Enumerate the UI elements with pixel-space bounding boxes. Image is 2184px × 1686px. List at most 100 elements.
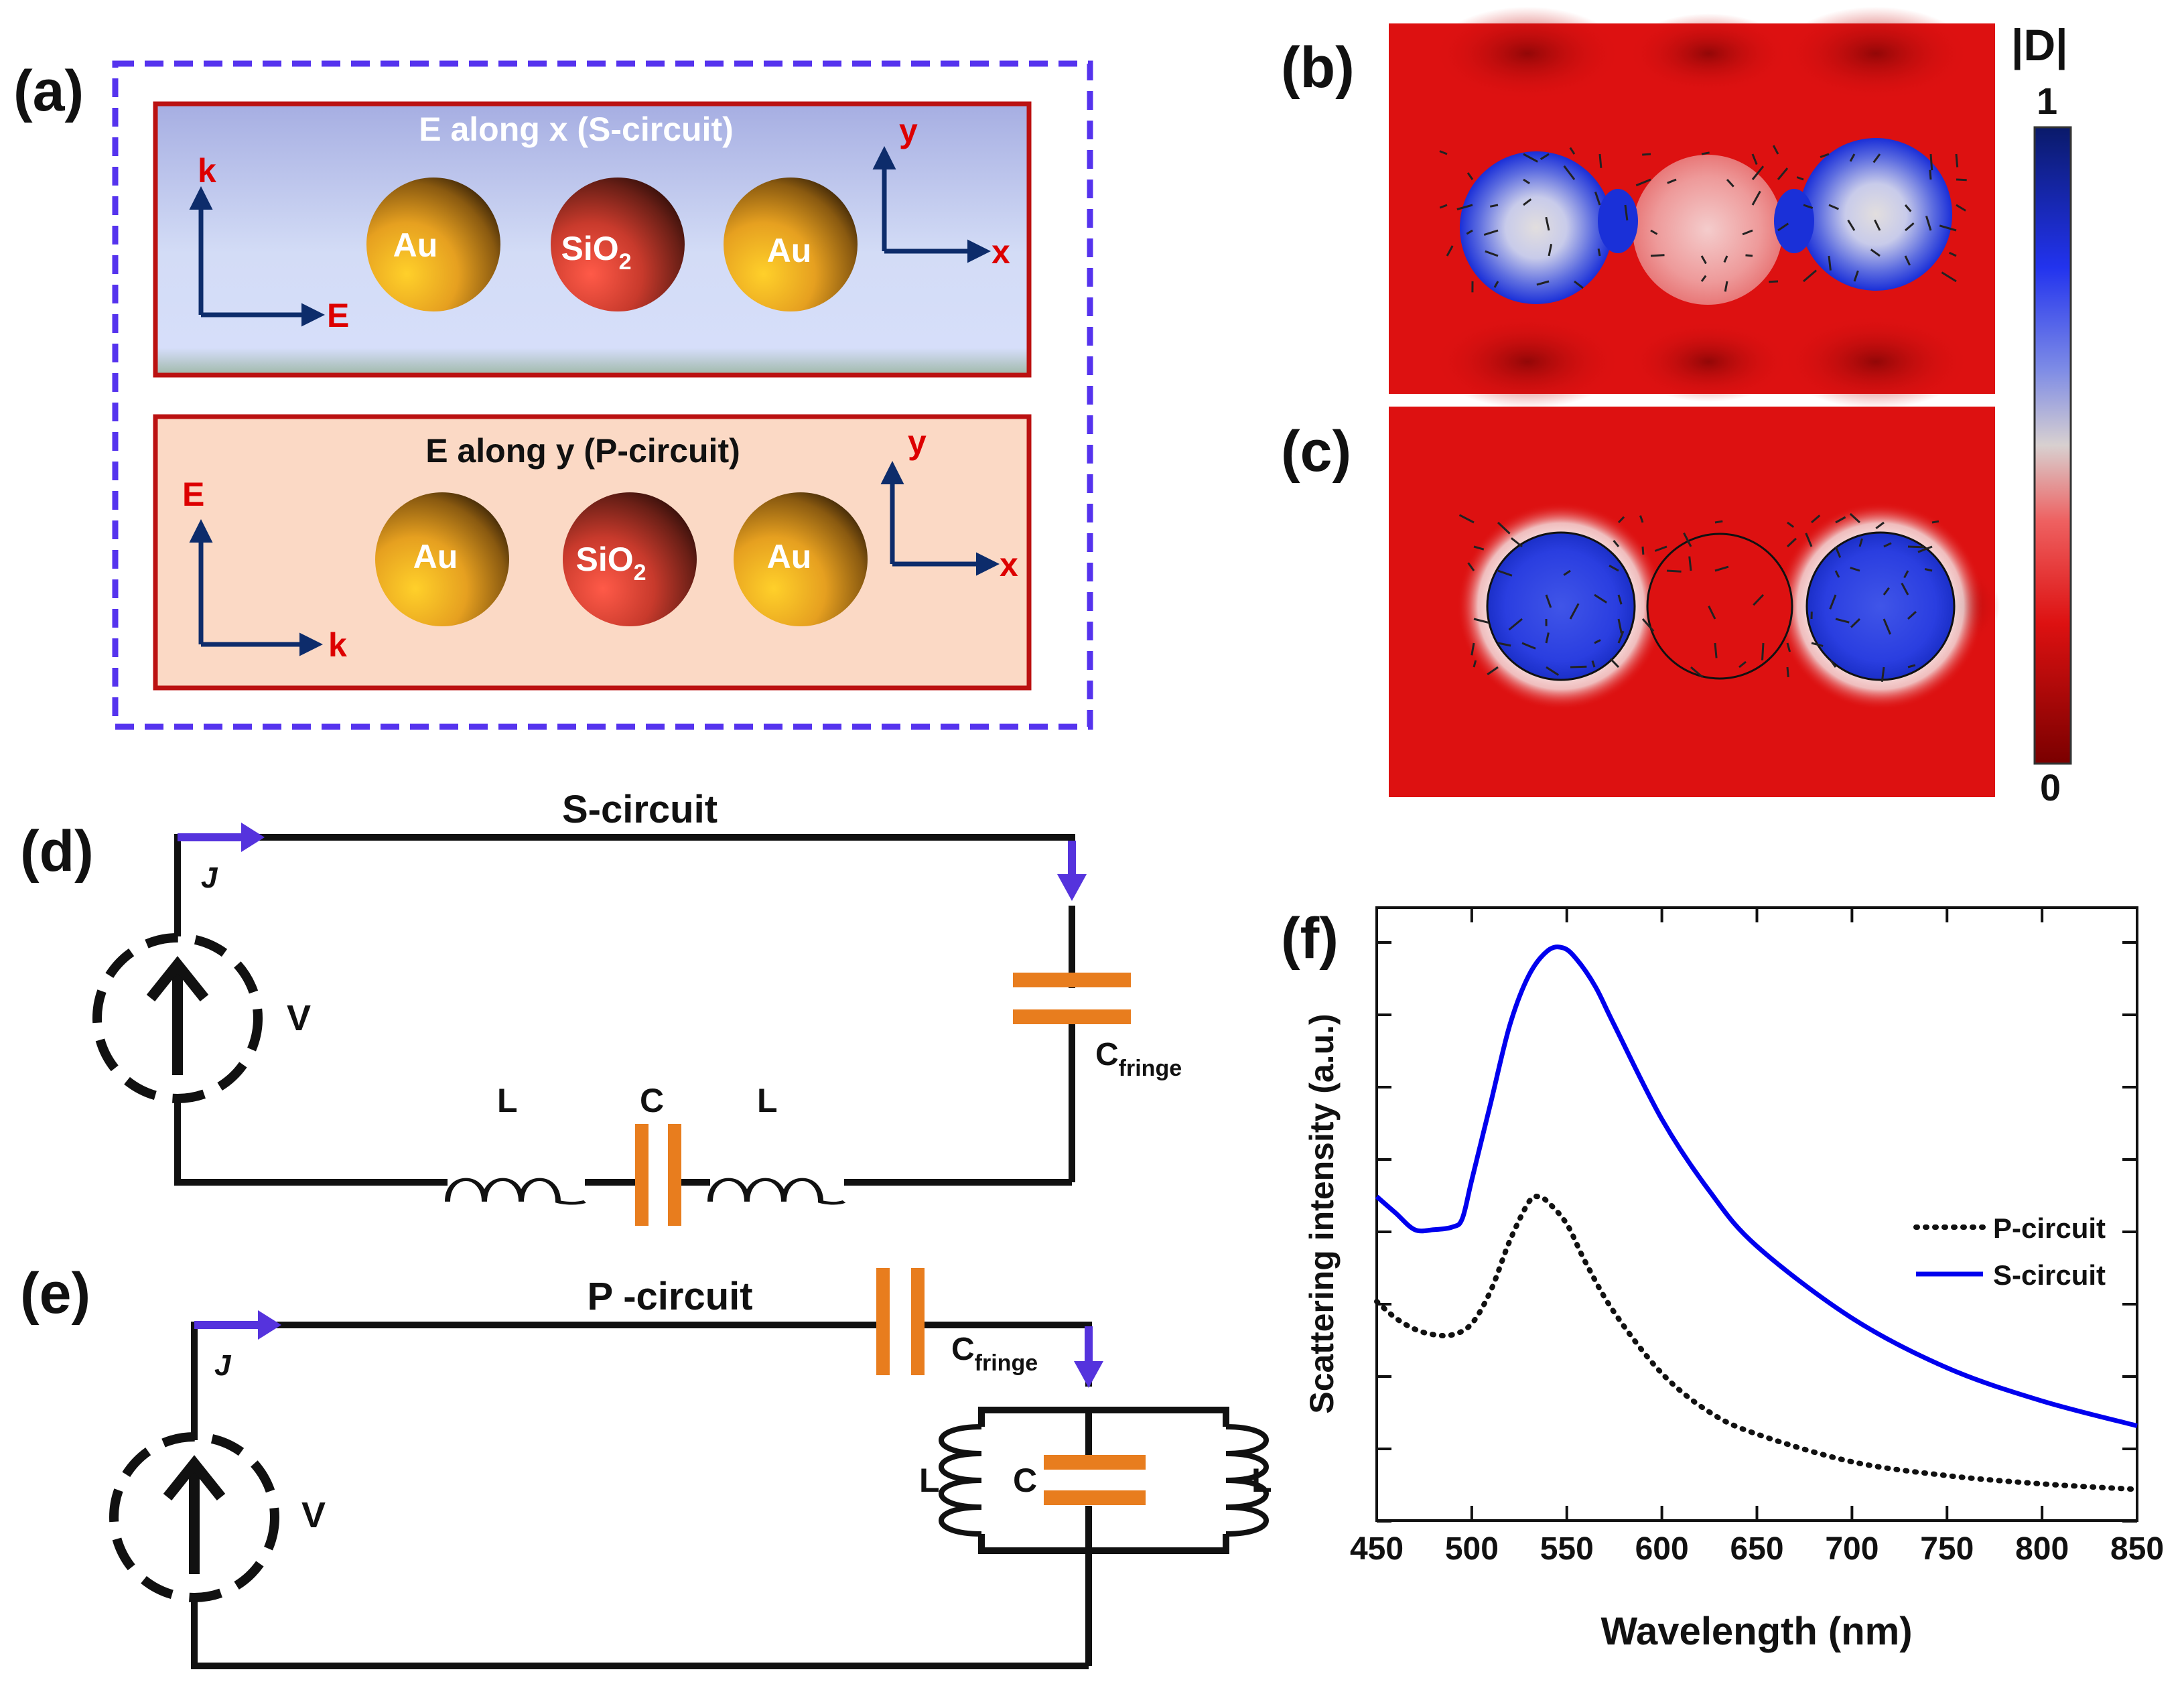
field-vector: [1642, 153, 1651, 156]
field-vector: [1617, 516, 1625, 524]
field-vector: [1471, 642, 1475, 656]
field-vector: [1811, 514, 1821, 524]
s-axis-right-label: E: [327, 297, 349, 334]
au-right-label: Au: [767, 232, 812, 269]
dark-lobe: [1628, 322, 1789, 402]
panel-label-e: (e): [20, 1261, 90, 1326]
panel-e: (e) P -circuit J Cfringe V L: [20, 1261, 1272, 1669]
field-vector: [1497, 521, 1511, 535]
field-vector: [1466, 229, 1473, 235]
field-vector: [1872, 153, 1881, 163]
s-right-up-label: y: [899, 112, 918, 149]
x-tick-label: 550: [1540, 1531, 1594, 1567]
au-sphere-left-p: [375, 492, 509, 626]
field-vector: [1617, 618, 1623, 634]
field-vector: [1635, 178, 1651, 187]
fringe-cap-plate-bottom: [1013, 1009, 1131, 1024]
field-vector: [1617, 630, 1625, 644]
panel-label-c: (c): [1281, 419, 1351, 484]
field-vector: [1714, 565, 1729, 572]
inductor-left-d: [445, 1178, 586, 1205]
p-box-title: E along y (P-circuit): [425, 432, 740, 470]
field-vector: [1834, 570, 1840, 578]
field-vector: [1521, 642, 1536, 650]
top-wire-left: [191, 1322, 883, 1440]
field-vector: [1738, 660, 1747, 669]
field-vector: [1639, 515, 1644, 523]
field-vector: [1591, 660, 1596, 668]
y-ticks: [1377, 941, 2137, 1523]
bottom-wire: [191, 1594, 1089, 1669]
field-vector: [1796, 176, 1804, 181]
panel-b: (b): [1281, 7, 1995, 409]
sio2-text: SiO: [561, 230, 618, 267]
source-arrow-head-e: [163, 1455, 226, 1500]
source-label-d: V: [287, 998, 311, 1038]
p-axis-up-label: E: [182, 476, 204, 513]
field-vector: [1850, 567, 1860, 572]
field-vector: [1688, 556, 1692, 571]
capacitor-label-e: C: [1013, 1462, 1037, 1499]
field-vector: [1726, 178, 1734, 188]
current-arrow-head-e: [258, 1310, 281, 1340]
field-vector: [1708, 606, 1716, 620]
field-vector: [1751, 153, 1758, 165]
voltage-source-e: [109, 1432, 279, 1602]
panel-a: (a) E along x (S-circuit) k E Au SiO2 Au…: [13, 59, 1093, 730]
field-vector: [1597, 249, 1601, 257]
legend-label-s: S-circuit: [1993, 1259, 2106, 1291]
x-tick-labels: 450 500 550 600 650 700 750 800 850: [1350, 1531, 2164, 1567]
series-s-circuit-line: [1375, 944, 2138, 1428]
field-vector: [1786, 537, 1797, 548]
field-vector: [1473, 618, 1489, 624]
field-vector: [1834, 546, 1842, 558]
field-vector: [1545, 216, 1550, 231]
fringe-sub-e: fringe: [975, 1350, 1038, 1376]
field-vector: [1724, 281, 1728, 292]
au-sphere-left: [366, 178, 500, 311]
field-vector: [1667, 178, 1677, 184]
parallel-cap-plate-bottom: [1044, 1490, 1146, 1505]
field-vector: [1594, 192, 1601, 206]
field-vector: [1830, 660, 1837, 668]
field-vector: [1483, 229, 1499, 236]
field-vector: [1751, 165, 1765, 180]
source-label-e: V: [301, 1495, 326, 1535]
field-vector: [1858, 538, 1863, 547]
field-vector: [1497, 642, 1511, 647]
source-arrow-head: [146, 956, 209, 1001]
field-vector: [1931, 520, 1939, 524]
inductor-left-e: [939, 1424, 982, 1537]
fringe-c-e: C: [951, 1332, 975, 1367]
s-box-title: E along x (S-circuit): [419, 111, 734, 148]
top-wire: [174, 834, 1075, 936]
fringe-cap-plate-left-e: [876, 1268, 890, 1375]
x-tick-label: 650: [1730, 1531, 1783, 1567]
parallel-bottom-bus: [978, 1547, 1229, 1554]
field-vector: [1905, 222, 1915, 232]
x-tick-label: 700: [1825, 1531, 1879, 1567]
au-field-sphere-right-c: [1805, 531, 1956, 681]
field-vector: [1777, 167, 1789, 180]
series-p-circuit-line: [1374, 1193, 2140, 1492]
au-right-label-p: Au: [767, 538, 812, 575]
colorbar-title: |D|: [2011, 20, 2068, 71]
field-vector: [1925, 215, 1932, 231]
field-vector: [1570, 665, 1587, 669]
field-vector: [1849, 512, 1861, 524]
field-vector: [1701, 151, 1710, 155]
x-tick-label: 450: [1350, 1531, 1404, 1567]
au-left-label: Au: [393, 226, 438, 264]
colorbar-max-label: 1: [2037, 80, 2057, 122]
panel-label-d: (d): [20, 819, 94, 884]
colorbar: |D| 1 0: [2011, 20, 2072, 809]
fringe-label-d: Cfringe: [1095, 1037, 1182, 1081]
field-vector: [1683, 533, 1692, 547]
field-vector: [1849, 153, 1856, 162]
au-left-label-p: Au: [413, 538, 458, 575]
au-field-sphere-left-c: [1486, 531, 1636, 681]
field-vector: [1654, 545, 1667, 552]
field-vector: [1850, 618, 1861, 628]
field-vector: [1466, 172, 1474, 180]
